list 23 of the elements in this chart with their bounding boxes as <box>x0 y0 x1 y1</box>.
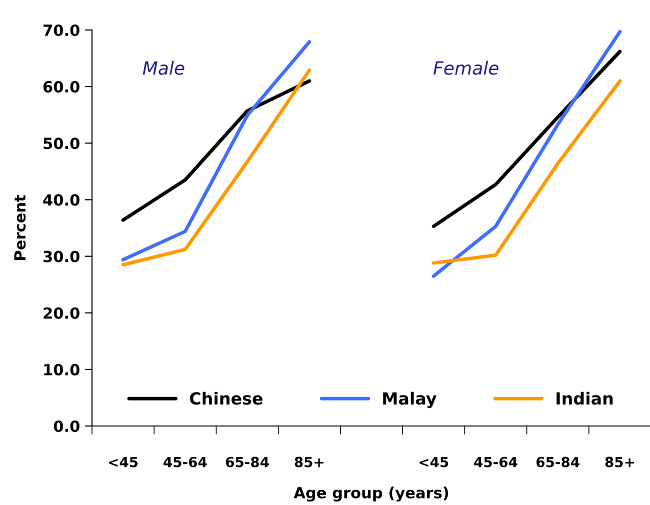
y-axis-title: Percent <box>14 195 26 260</box>
y-tick-label: 70.0 <box>44 24 80 36</box>
legend-label: Malay <box>383 392 436 408</box>
y-tick-label: 10.0 <box>44 364 80 376</box>
annotation: Female <box>433 60 498 75</box>
legend-label: Chinese <box>190 392 262 405</box>
x-tick-label: 65-84 <box>536 456 580 468</box>
y-tick-label: 20.0 <box>44 307 80 319</box>
x-tick-label: 45-64 <box>474 456 518 468</box>
y-tick-label: 0.0 <box>54 420 80 432</box>
x-axis-title: Age group (years) <box>294 486 448 502</box>
y-tick-label: 50.0 <box>44 138 80 150</box>
legend-label: Indian <box>556 392 613 405</box>
y-tick-label: 40.0 <box>43 194 80 206</box>
x-tick-label: <45 <box>109 456 138 468</box>
x-tick-label: 85+ <box>294 456 324 468</box>
y-tick-label: 30.0 <box>44 250 80 262</box>
y-tick-label: 60.0 <box>43 81 80 93</box>
x-tick-label: 45-64 <box>164 456 207 468</box>
annotation: Male <box>142 60 184 75</box>
x-tick-label: <45 <box>420 456 448 468</box>
x-tick-label: 65-84 <box>226 456 269 468</box>
x-tick-label: 85+ <box>605 456 634 468</box>
